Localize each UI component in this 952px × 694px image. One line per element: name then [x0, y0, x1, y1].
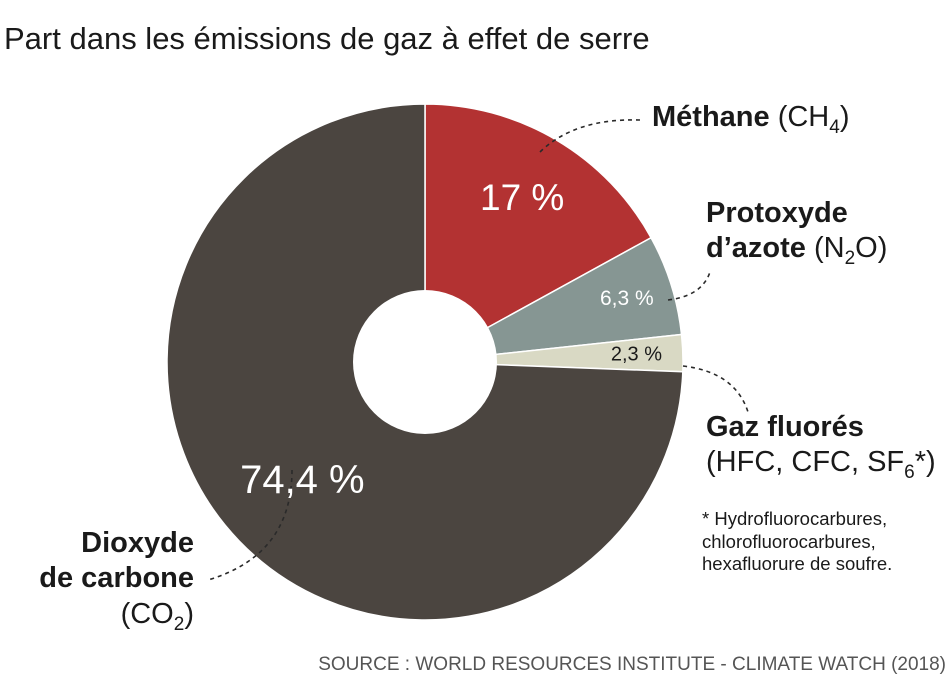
leader-ch4 [539, 119, 641, 153]
label-dioxyde-line2: de carbone [39, 562, 194, 595]
pct-label-n2o: 6,3 % [600, 287, 654, 310]
pct-label-co2: 74,4 % [240, 458, 365, 502]
source-note: SOURCE : WORLD RESOURCES INSTITUTE - CLI… [318, 654, 946, 675]
chart-title: Part dans les émissions de gaz à effet d… [4, 21, 650, 56]
label-dioxyde-line1: Dioxyde [81, 527, 194, 559]
label-protoxyde-line2: d’azote [706, 232, 806, 265]
label-protoxyde: Protoxyde d’azote (N2O) [706, 197, 888, 270]
leader-co2 [207, 469, 293, 581]
label-methane: Méthane (CH4) [652, 101, 850, 138]
leader-lines [207, 119, 749, 581]
label-gaz-fluores-name: Gaz fluorés [706, 411, 864, 443]
pct-label-ch4: 17 % [480, 177, 564, 218]
label-methane-name: Méthane [652, 101, 770, 133]
label-protoxyde-line1: Protoxyde [706, 197, 848, 229]
label-gaz-fluores: Gaz fluorés (HFC, CFC, SF6*) [706, 411, 936, 484]
leader-n2o [667, 271, 711, 301]
footnote: * Hydrofluorocarbures, chlorofluorocarbu… [702, 508, 893, 575]
label-dioxyde: Dioxyde de carbone (CO2) [39, 527, 194, 635]
pct-label-fgas: 2,3 % [611, 344, 662, 366]
leader-fgas [682, 365, 749, 413]
donut-hole [353, 290, 497, 434]
slice-ch4 [424, 103, 653, 364]
